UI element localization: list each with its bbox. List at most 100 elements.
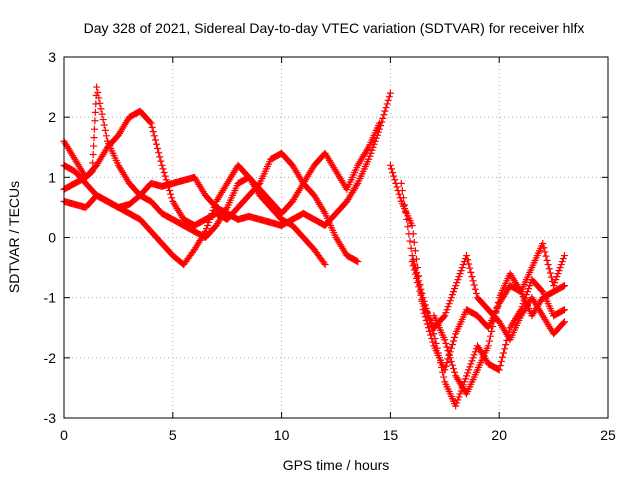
data-point xyxy=(498,353,506,361)
data-point xyxy=(402,208,410,216)
data-point xyxy=(365,155,373,163)
data-point xyxy=(386,89,394,97)
data-point xyxy=(102,132,110,140)
data-point xyxy=(429,338,437,346)
data-point xyxy=(553,273,561,281)
data-point xyxy=(89,150,97,158)
data-point xyxy=(453,279,461,287)
data-point xyxy=(455,273,463,281)
data-point xyxy=(207,212,215,220)
x-tick-label: 5 xyxy=(169,427,177,443)
data-point xyxy=(463,372,471,380)
data-point xyxy=(440,313,448,321)
data-point xyxy=(204,221,212,229)
data-point xyxy=(162,176,170,184)
data-point xyxy=(547,273,555,281)
data-point xyxy=(554,270,562,278)
data-point xyxy=(416,287,424,295)
data-point xyxy=(459,261,467,269)
data-point xyxy=(470,351,478,359)
data-point xyxy=(543,256,551,264)
x-tick-label: 20 xyxy=(491,427,507,443)
x-tick-label: 25 xyxy=(600,427,616,443)
data-point xyxy=(494,365,502,373)
x-tick-label: 15 xyxy=(383,427,399,443)
y-tick-label: 2 xyxy=(48,109,56,125)
data-point xyxy=(488,327,496,335)
data-point xyxy=(466,264,474,272)
data-point xyxy=(458,264,466,272)
data-point xyxy=(446,297,454,305)
data-point xyxy=(443,359,451,367)
data-point xyxy=(526,282,534,290)
tick-labels: 0 5 10 15 20 25 -3 -2 -1 0 1 2 3 xyxy=(44,49,616,443)
data-point xyxy=(397,179,405,187)
data-point xyxy=(451,368,459,376)
data-point xyxy=(404,223,412,231)
data-point xyxy=(443,343,451,351)
data-point xyxy=(91,117,99,125)
data-point xyxy=(157,157,165,165)
data-point xyxy=(557,261,565,269)
data-point xyxy=(447,294,455,302)
axis-ticks xyxy=(63,56,609,419)
data-point xyxy=(455,393,463,401)
data-point xyxy=(100,121,108,129)
data-point xyxy=(559,255,567,263)
data-point xyxy=(98,110,106,118)
data-point xyxy=(486,332,494,340)
data-point xyxy=(551,279,559,287)
data-point xyxy=(444,303,452,311)
data-point xyxy=(493,303,501,311)
data-point xyxy=(380,111,388,119)
data-point xyxy=(99,116,107,124)
data-point xyxy=(161,172,169,180)
data-point xyxy=(467,360,475,368)
data-point xyxy=(410,238,418,246)
data-point xyxy=(489,323,497,331)
data-point xyxy=(387,165,395,173)
data-point xyxy=(434,349,442,357)
data-point xyxy=(556,264,564,272)
data-point xyxy=(95,94,103,102)
data-point xyxy=(555,267,563,275)
data-point xyxy=(320,259,328,267)
data-point xyxy=(447,357,455,365)
data-point xyxy=(464,256,472,264)
data-point xyxy=(450,365,458,373)
data-point xyxy=(150,132,158,140)
data-point xyxy=(438,363,446,371)
data-point xyxy=(92,100,100,108)
data-point xyxy=(500,349,508,357)
data-point xyxy=(208,209,216,217)
data-points xyxy=(60,83,568,410)
data-point xyxy=(393,183,401,191)
data-point xyxy=(383,100,391,108)
series-trace-6 xyxy=(397,179,568,410)
data-point xyxy=(442,309,450,317)
data-point xyxy=(409,262,417,270)
x-tick-label: 0 xyxy=(60,427,68,443)
data-point xyxy=(453,399,461,407)
data-point xyxy=(410,266,418,274)
data-point xyxy=(413,255,421,263)
data-point xyxy=(381,107,389,115)
y-tick-label: -1 xyxy=(44,290,57,306)
data-point xyxy=(91,108,99,116)
data-point xyxy=(451,285,459,293)
data-point xyxy=(558,258,566,266)
data-point xyxy=(544,261,552,269)
data-point xyxy=(385,93,393,101)
x-axis-label: GPS time / hours xyxy=(283,457,390,473)
data-point xyxy=(407,244,415,252)
data-point xyxy=(472,289,480,297)
data-point xyxy=(379,114,387,122)
data-point xyxy=(491,313,499,321)
data-point xyxy=(435,354,443,362)
data-point xyxy=(418,295,426,303)
data-point xyxy=(466,363,474,371)
data-point xyxy=(166,187,174,195)
data-point xyxy=(389,169,397,177)
data-point xyxy=(368,146,376,154)
